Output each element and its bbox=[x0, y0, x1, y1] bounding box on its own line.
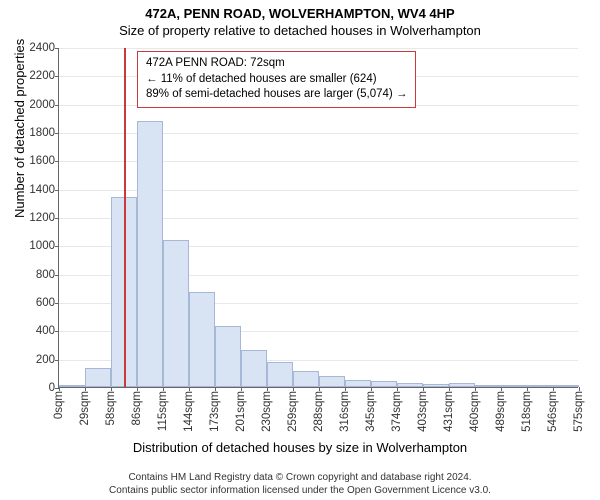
xtick-label: 518sqm bbox=[521, 387, 533, 432]
x-axis-label: Distribution of detached houses by size … bbox=[0, 440, 600, 455]
property-marker-line bbox=[124, 48, 126, 387]
footer-line-2: Contains public sector information licen… bbox=[0, 485, 600, 498]
histogram-bar bbox=[137, 121, 163, 387]
histogram-bar bbox=[319, 376, 345, 387]
footer-line-1: Contains HM Land Registry data © Crown c… bbox=[0, 472, 600, 485]
xtick-label: 489sqm bbox=[495, 387, 507, 432]
xtick-label: 29sqm bbox=[79, 387, 91, 426]
ytick-label: 800 bbox=[36, 269, 59, 281]
y-axis-label: Number of detached properties bbox=[12, 39, 27, 218]
ytick-label: 200 bbox=[36, 354, 59, 366]
histogram-bar bbox=[241, 350, 267, 387]
ytick-label: 1600 bbox=[29, 155, 59, 167]
ytick-label: 1000 bbox=[29, 240, 59, 252]
histogram-bar bbox=[163, 240, 189, 387]
xtick-label: 546sqm bbox=[547, 387, 559, 432]
histogram-bar bbox=[267, 362, 293, 387]
xtick-label: 0sqm bbox=[53, 387, 65, 419]
ytick-label: 2000 bbox=[29, 99, 59, 111]
histogram-bar bbox=[215, 326, 241, 387]
xtick-label: 230sqm bbox=[261, 387, 273, 432]
page-title: 472A, PENN ROAD, WOLVERHAMPTON, WV4 4HP bbox=[0, 6, 600, 21]
histogram-bar bbox=[85, 368, 111, 387]
page-subtitle: Size of property relative to detached ho… bbox=[0, 23, 600, 38]
annotation-box: 472A PENN ROAD: 72sqm← 11% of detached h… bbox=[137, 51, 416, 108]
chart: 0200400600800100012001400160018002000220… bbox=[58, 48, 578, 388]
xtick-label: 144sqm bbox=[183, 387, 195, 432]
xtick-label: 86sqm bbox=[131, 387, 143, 426]
ytick-label: 1800 bbox=[29, 127, 59, 139]
xtick-label: 575sqm bbox=[573, 387, 585, 432]
ytick-label: 2400 bbox=[29, 42, 59, 54]
xtick-label: 460sqm bbox=[469, 387, 481, 432]
ytick-label: 1200 bbox=[29, 212, 59, 224]
xtick-label: 58sqm bbox=[105, 387, 117, 426]
histogram-bar bbox=[293, 371, 319, 387]
ytick-label: 1400 bbox=[29, 184, 59, 196]
gridline bbox=[59, 48, 578, 49]
ytick-label: 600 bbox=[36, 297, 59, 309]
xtick-label: 259sqm bbox=[287, 387, 299, 432]
xtick-label: 431sqm bbox=[443, 387, 455, 432]
annotation-line-3: 89% of semi-detached houses are larger (… bbox=[146, 87, 407, 103]
plot-area: 0200400600800100012001400160018002000220… bbox=[58, 48, 578, 388]
histogram-bar bbox=[189, 292, 215, 387]
annotation-line-1: 472A PENN ROAD: 72sqm bbox=[146, 56, 407, 72]
xtick-label: 403sqm bbox=[417, 387, 429, 432]
xtick-label: 345sqm bbox=[365, 387, 377, 432]
histogram-bar bbox=[345, 380, 371, 387]
xtick-label: 201sqm bbox=[235, 387, 247, 432]
xtick-label: 173sqm bbox=[209, 387, 221, 432]
annotation-line-2: ← 11% of detached houses are smaller (62… bbox=[146, 72, 407, 88]
footer: Contains HM Land Registry data © Crown c… bbox=[0, 472, 600, 497]
xtick-label: 316sqm bbox=[339, 387, 351, 432]
ytick-label: 2200 bbox=[29, 70, 59, 82]
xtick-label: 288sqm bbox=[313, 387, 325, 432]
ytick-label: 400 bbox=[36, 325, 59, 337]
xtick-label: 374sqm bbox=[391, 387, 403, 432]
xtick-label: 115sqm bbox=[157, 387, 169, 431]
